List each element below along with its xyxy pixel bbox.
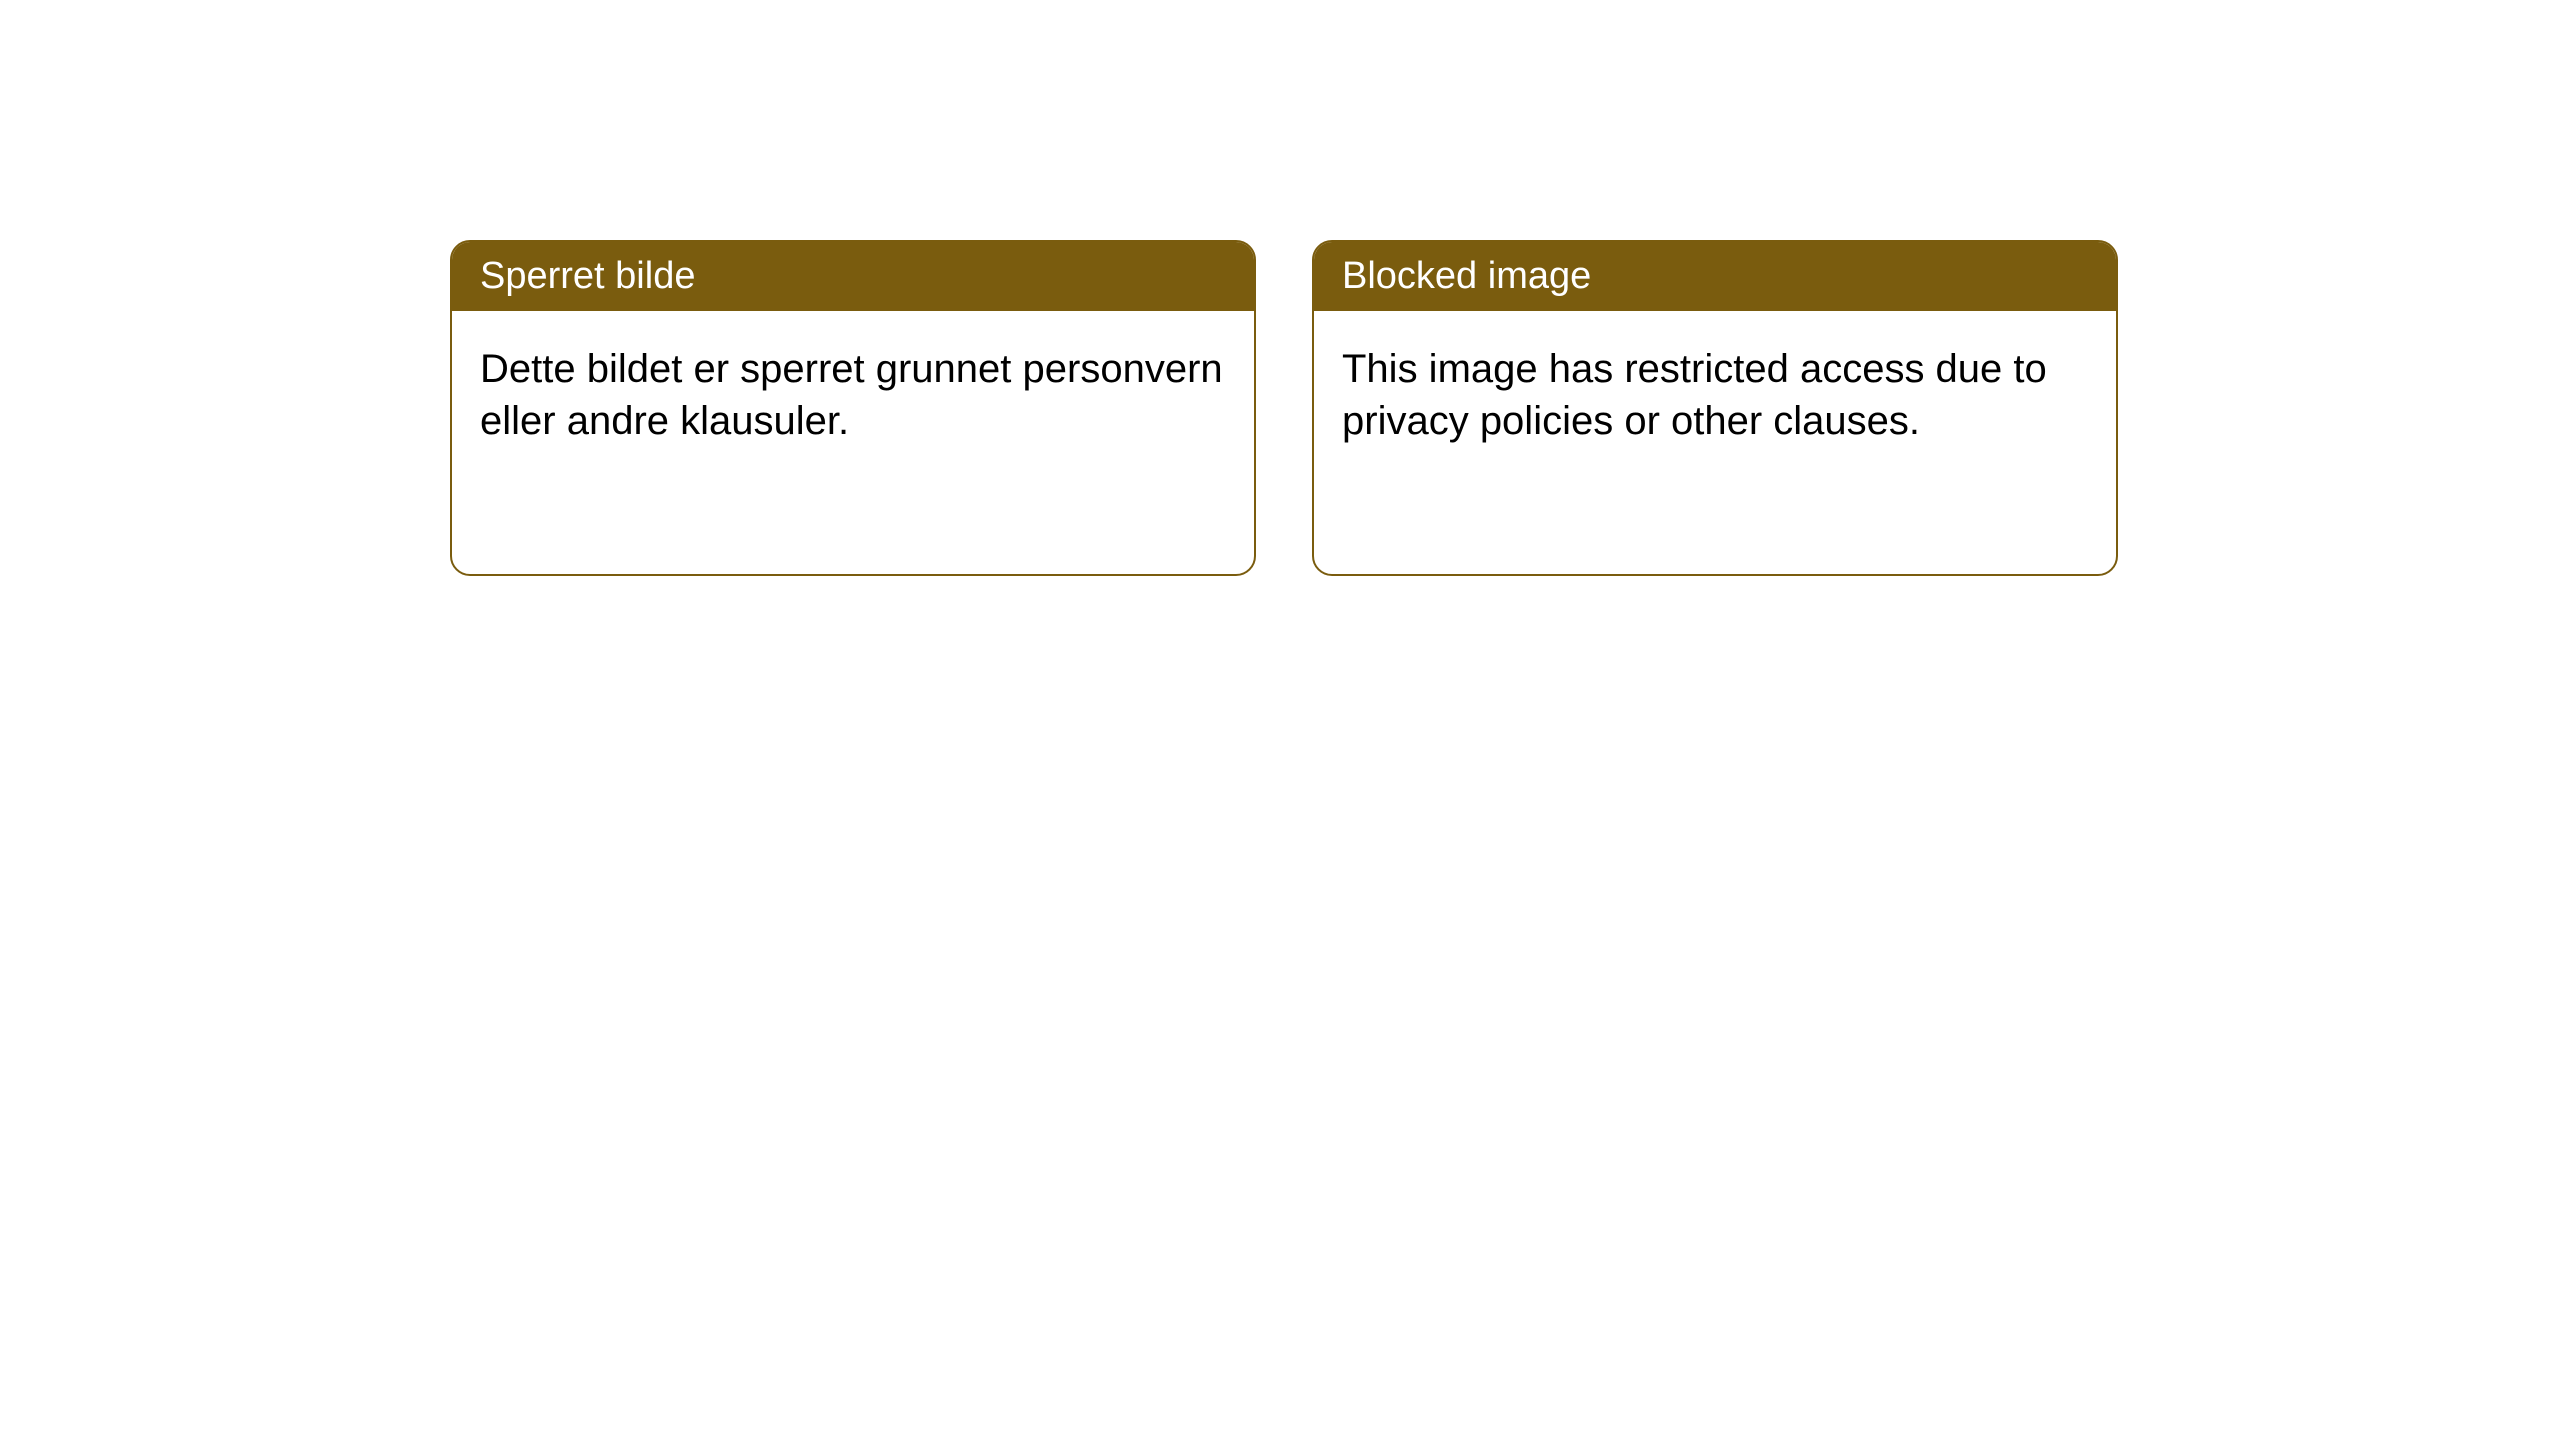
card-body: This image has restricted access due to … <box>1314 311 2116 479</box>
notice-container: Sperret bilde Dette bildet er sperret gr… <box>0 0 2560 576</box>
card-header: Blocked image <box>1314 242 2116 311</box>
card-header: Sperret bilde <box>452 242 1254 311</box>
card-body-text: Dette bildet er sperret grunnet personve… <box>480 347 1223 443</box>
card-body: Dette bildet er sperret grunnet personve… <box>452 311 1254 479</box>
card-title: Blocked image <box>1342 255 1591 297</box>
blocked-image-card-en: Blocked image This image has restricted … <box>1312 240 2118 576</box>
blocked-image-card-no: Sperret bilde Dette bildet er sperret gr… <box>450 240 1256 576</box>
card-title: Sperret bilde <box>480 255 695 297</box>
card-body-text: This image has restricted access due to … <box>1342 347 2047 443</box>
